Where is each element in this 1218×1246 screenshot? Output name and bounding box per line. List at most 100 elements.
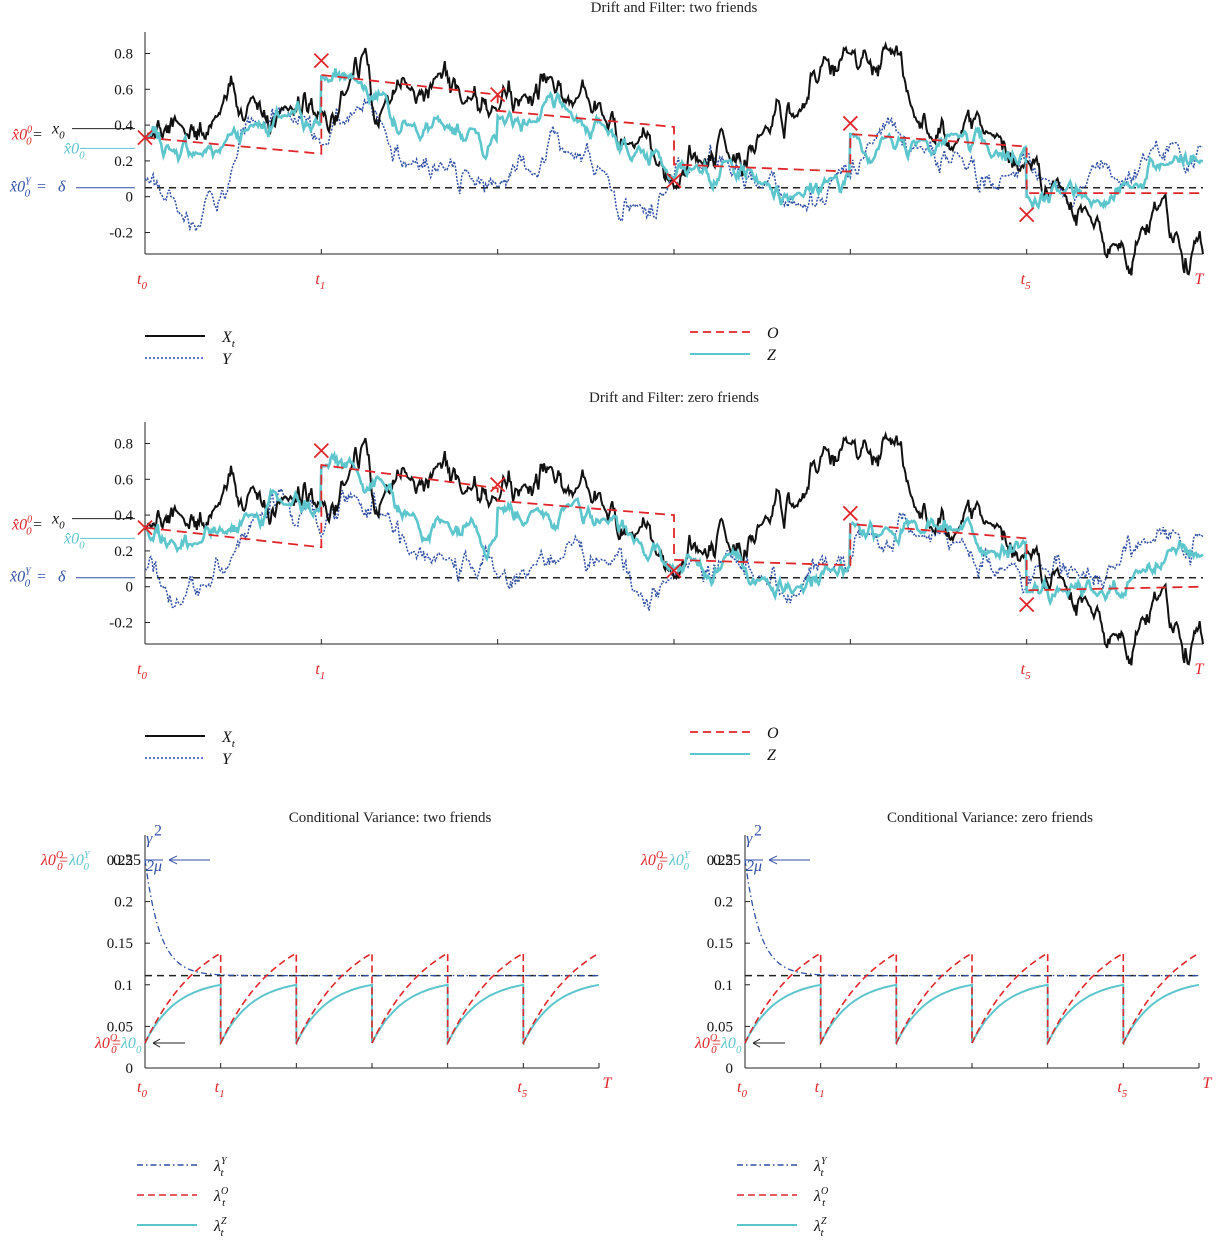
variance-panel-2: Conditional Variance: two friends0.250.2… [40, 810, 613, 1239]
y-tick-label: 0.1 [114, 978, 133, 994]
series-lambda-O [144, 951, 600, 1046]
label-xhat0-Z: x̂00 [63, 530, 85, 551]
y-tick-label: 0.2 [114, 895, 133, 911]
drift-panel-0: Drift and Filter: two friends 0.8 0.6 0.4 0.… [9, 0, 1205, 368]
y-tick-label: -0.2 [109, 226, 133, 242]
observation-marker [666, 562, 682, 579]
observation-marker [666, 172, 682, 189]
label-eq: = [33, 127, 42, 144]
label-gamma: γ [146, 830, 153, 847]
x-label-t1: t1 [315, 271, 325, 292]
y-tick-label: 0.05 [707, 1019, 733, 1035]
label-lambda0-Z: λ00 [720, 1035, 742, 1056]
label-x0: x0 [51, 511, 65, 532]
label-x0: x0 [51, 121, 65, 142]
variance-panel-3: Conditional Variance: zero friends 0.25 0.… [640, 810, 1213, 1239]
x-label-t0: t0 [137, 271, 147, 292]
chart-title: Conditional Variance: zero friends [887, 810, 1093, 826]
x-label-t5: t5 [1021, 661, 1031, 682]
label-xhat0-O: x̂00 0 [11, 515, 32, 538]
observation-marker [842, 505, 858, 521]
observation-marker [313, 443, 329, 459]
observation-marker [137, 519, 153, 536]
series-O [144, 463, 1204, 592]
legend-label-Y: Y [222, 351, 233, 368]
observation-marker [313, 53, 329, 69]
x-label-t0: t0 [137, 661, 147, 682]
y-tick-label: 0.2 [114, 154, 133, 170]
y-tick-label: 0.6 [114, 472, 133, 488]
observation-marker [137, 129, 153, 146]
series-lambda-Y [744, 859, 1199, 977]
legend-label-O: O [767, 325, 779, 342]
arrow-head-lambdaY [168, 855, 178, 865]
label-eq: = [33, 517, 42, 534]
label-lambda0-Y: λ0Y 0 [668, 850, 691, 873]
legend-label-lambda-Z: λZ t [813, 1216, 827, 1239]
label-eq: = [59, 852, 68, 869]
observation-marker [842, 115, 858, 131]
y-tick-label: 0.1 [714, 978, 733, 994]
y-tick-label: 0.2 [114, 544, 133, 560]
label-025: 0.25 [113, 852, 141, 869]
label-eq-delta: = [37, 568, 46, 585]
arrow-head-lambdaY [768, 855, 778, 865]
y-tick-label: 0 [126, 1061, 134, 1077]
y-tick-label: 0.6 [114, 82, 133, 98]
label-lambda0-O: λ0O 0 [40, 850, 63, 873]
y-tick-label: 0.25 [107, 853, 133, 869]
legend-label-Z: Z [767, 347, 777, 364]
arrow-head-lambdaZ [752, 1038, 761, 1048]
chart-title: Conditional Variance: two friends [289, 810, 492, 826]
legend-label-Z: Z [767, 747, 777, 764]
x-label-t1: t1 [315, 661, 325, 682]
y-tick-label: 0.8 [114, 436, 133, 452]
x-label-t5: t5 [1117, 1079, 1127, 1100]
label-lambda0-Z: λ00 [120, 1035, 142, 1056]
chart-title: Drift and Filter: zero friends [589, 390, 759, 406]
legend-label-lambda-Y: λY t [213, 1156, 228, 1179]
x-label-T: T [1195, 271, 1205, 288]
chart-title: Drift and Filter: two friends [591, 0, 758, 16]
y-tick-label: 0.2 [714, 895, 733, 911]
x-label-t1: t1 [815, 1079, 825, 1100]
observation-marker [1019, 596, 1035, 613]
y-tick-label: 0 [126, 580, 134, 596]
observation-marker [490, 477, 506, 493]
label-lambda0-O-min: λ0O 0 [694, 1033, 717, 1056]
label-xhat0-Y: x̂0Y 0 [9, 566, 32, 589]
y-tick-label: 0 [126, 190, 134, 206]
label-xhat0-Z: x̂00 [63, 140, 85, 161]
legend-label-X: Xt [221, 329, 236, 350]
label-xhat0-Y: x̂0Y 0 [9, 176, 32, 199]
y-tick-label: 0 [726, 1061, 734, 1077]
label-eq-min: = [112, 1035, 121, 1052]
observation-marker [1019, 206, 1035, 223]
label-delta: δ [58, 178, 66, 195]
legend-label-X: Xt [221, 729, 236, 750]
y-tick-label: 0.8 [114, 46, 133, 62]
label-delta: δ [58, 568, 66, 585]
legend-label-lambda-Y: λY t [813, 1156, 828, 1179]
series-O [144, 73, 1203, 195]
label-2mu: 2μ [746, 858, 762, 875]
label-lambda0-Y: λ0Y 0 [68, 850, 91, 873]
y-tick-label: -0.2 [109, 616, 133, 632]
label-xhat0-O: x̂00 0 [11, 125, 32, 148]
y-tick-label: 0.4 [114, 118, 133, 134]
x-label-t0: t0 [737, 1079, 747, 1100]
label-lambda0-O-min: λ0O 0 [94, 1033, 117, 1056]
label-sq: 2 [754, 822, 762, 839]
x-label-T: T [1203, 1075, 1213, 1092]
legend-label-lambda-Z: λZ t [213, 1216, 227, 1239]
label-025: 0.25 [713, 852, 741, 869]
y-tick-label: 0.4 [114, 508, 133, 524]
drift-panel-1: Drift and Filter: zero friends 0.8 0.6 0.4 0… [9, 390, 1205, 768]
legend-label-lambda-O: λO t [813, 1186, 828, 1209]
series-lambda-Y [144, 859, 599, 977]
label-eq-delta: = [37, 178, 46, 195]
x-label-T: T [1195, 661, 1205, 678]
label-gamma: γ [746, 830, 753, 847]
x-label-t0: t0 [137, 1079, 147, 1100]
label-2mu: 2μ [146, 858, 162, 875]
